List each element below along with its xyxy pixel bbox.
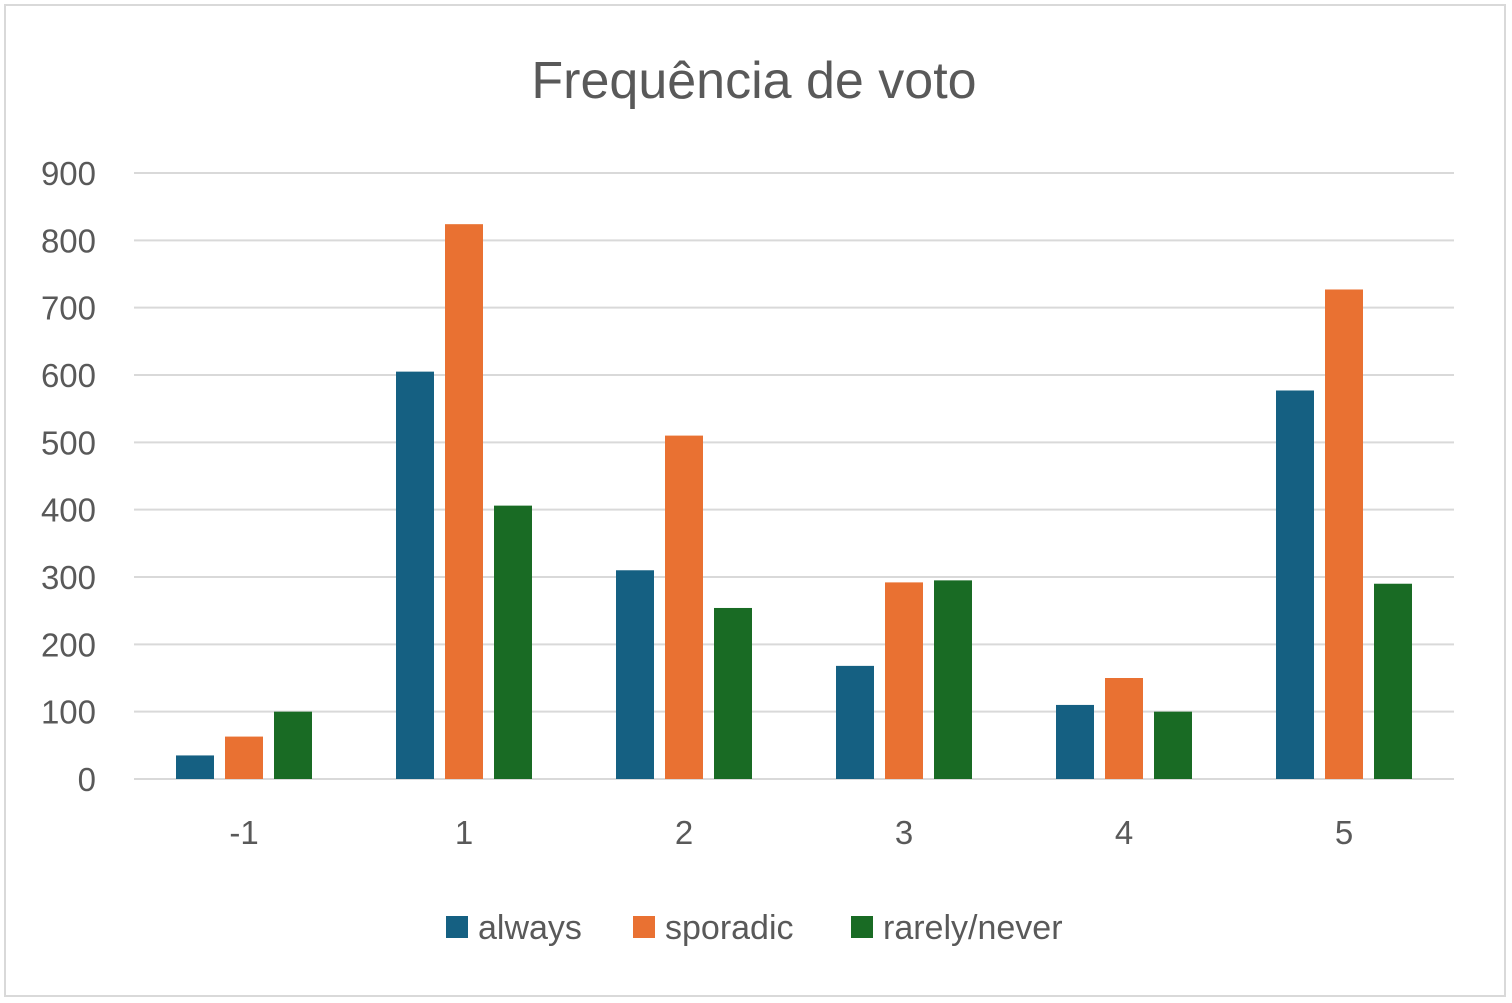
y-tick-label: 0 xyxy=(78,761,96,798)
bars xyxy=(176,224,1412,779)
y-tick-label: 600 xyxy=(41,357,96,394)
y-tick-label: 300 xyxy=(41,559,96,596)
y-tick-label: 700 xyxy=(41,290,96,327)
y-tick-label: 500 xyxy=(41,424,96,461)
x-tick-label: 2 xyxy=(675,814,693,851)
bar-rarely-never-5 xyxy=(1374,583,1412,779)
bar-always-3 xyxy=(836,665,874,779)
y-axis-ticks: 0 100 200 300 400 500 600 700 800 900 xyxy=(41,155,96,798)
legend: always sporadic rarely/never xyxy=(446,909,1063,947)
chart-title: Frequência de voto xyxy=(531,52,976,110)
chart-frame xyxy=(4,4,1506,997)
bar-always-5 xyxy=(1276,390,1314,779)
legend-label: sporadic xyxy=(665,909,794,947)
y-tick-label: 100 xyxy=(41,694,96,731)
bar-always-4 xyxy=(1056,704,1094,779)
bar-sporadic-4 xyxy=(1105,678,1143,779)
bar-always-1 xyxy=(396,371,434,779)
bar-rarely-never--1 xyxy=(274,711,312,779)
legend-swatch xyxy=(446,916,468,938)
bar-always-2 xyxy=(616,570,654,779)
legend-label: always xyxy=(478,909,582,947)
y-tick-label: 400 xyxy=(41,492,96,529)
gridlines xyxy=(134,172,1454,780)
legend-swatch xyxy=(851,916,873,938)
bar-sporadic-2 xyxy=(665,435,703,779)
y-tick-label: 800 xyxy=(41,222,96,259)
bar-rarely-never-1 xyxy=(494,505,532,779)
legend-swatch xyxy=(633,916,655,938)
bar-sporadic-5 xyxy=(1325,289,1363,779)
x-tick-label: -1 xyxy=(229,814,258,851)
x-tick-label: 5 xyxy=(1335,814,1353,851)
bar-rarely-never-2 xyxy=(714,607,752,779)
y-tick-label: 200 xyxy=(41,626,96,663)
bar-sporadic-1 xyxy=(445,224,483,779)
x-axis-ticks: -1 1 2 3 4 5 xyxy=(229,814,1353,851)
bar-sporadic-3 xyxy=(885,582,923,779)
x-tick-label: 4 xyxy=(1115,814,1133,851)
y-tick-label: 900 xyxy=(41,155,96,192)
legend-label: rarely/never xyxy=(883,909,1063,947)
bar-sporadic--1 xyxy=(225,736,263,779)
x-tick-label: 1 xyxy=(455,814,473,851)
bar-rarely-never-3 xyxy=(934,580,972,779)
bar-rarely-never-4 xyxy=(1154,711,1192,779)
bar-always--1 xyxy=(176,755,214,779)
x-tick-label: 3 xyxy=(895,814,913,851)
